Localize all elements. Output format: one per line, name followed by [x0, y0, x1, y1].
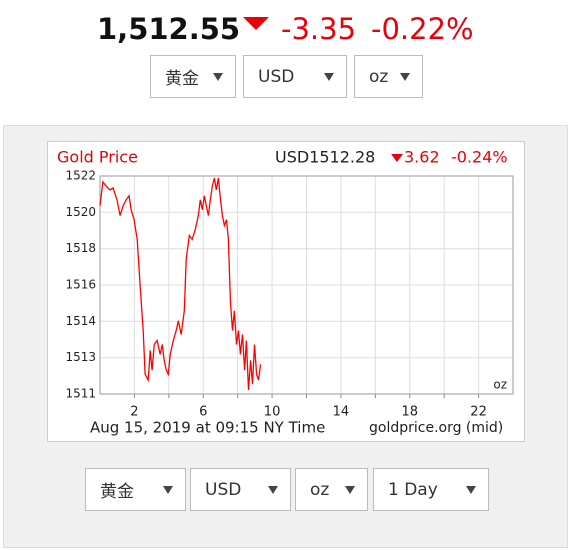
x-tick-label: 6: [199, 405, 207, 420]
chart-change-percent: -0.24%: [451, 148, 508, 167]
chart-price: USD1512.28: [275, 148, 375, 167]
x-tick-label: 18: [401, 405, 418, 420]
chart-change: 3.62: [404, 148, 440, 167]
down-arrow: [243, 17, 269, 30]
period-select[interactable]: 1 Day: [373, 468, 489, 511]
change-percent: -0.22%: [371, 12, 474, 46]
change: -3.35: [281, 12, 357, 46]
y-tick-label: 1514: [65, 314, 96, 328]
x-tick-label: 14: [333, 405, 350, 420]
currency-select[interactable]: USD: [190, 468, 291, 511]
chart: Gold Price USD1512.28 3.62 -0.24% oz Aug…: [47, 141, 525, 442]
chart-frame: [47, 141, 525, 442]
price: 1,512.55: [97, 12, 241, 46]
unit-label: oz: [493, 378, 507, 392]
unit-select[interactable]: oz: [354, 55, 423, 98]
y-tick-label: 1520: [65, 205, 96, 219]
y-tick-label: 1511: [65, 387, 96, 401]
metal-select[interactable]: 黄金: [150, 55, 236, 98]
plot-frame: [99, 175, 514, 395]
currency-select[interactable]: USD: [243, 55, 347, 98]
x-tick-label: 2: [130, 405, 138, 420]
x-tick-label: 10: [264, 405, 281, 420]
footnote: Aug 15, 2019 at 09:15 NY Time: [90, 419, 325, 437]
chart-title: Gold Price: [57, 148, 138, 167]
down-arrow: [391, 154, 403, 162]
y-tick-label: 1516: [65, 278, 96, 292]
y-tick-label: 1522: [65, 169, 96, 183]
x-tick-label: 22: [470, 405, 487, 420]
metal-select[interactable]: 黄金: [85, 468, 186, 511]
y-tick-label: 1518: [65, 241, 96, 255]
y-tick-label: 1513: [65, 350, 96, 364]
source: goldprice.org (mid): [369, 420, 503, 436]
unit-select[interactable]: oz: [295, 468, 368, 511]
price-line: [99, 177, 262, 391]
